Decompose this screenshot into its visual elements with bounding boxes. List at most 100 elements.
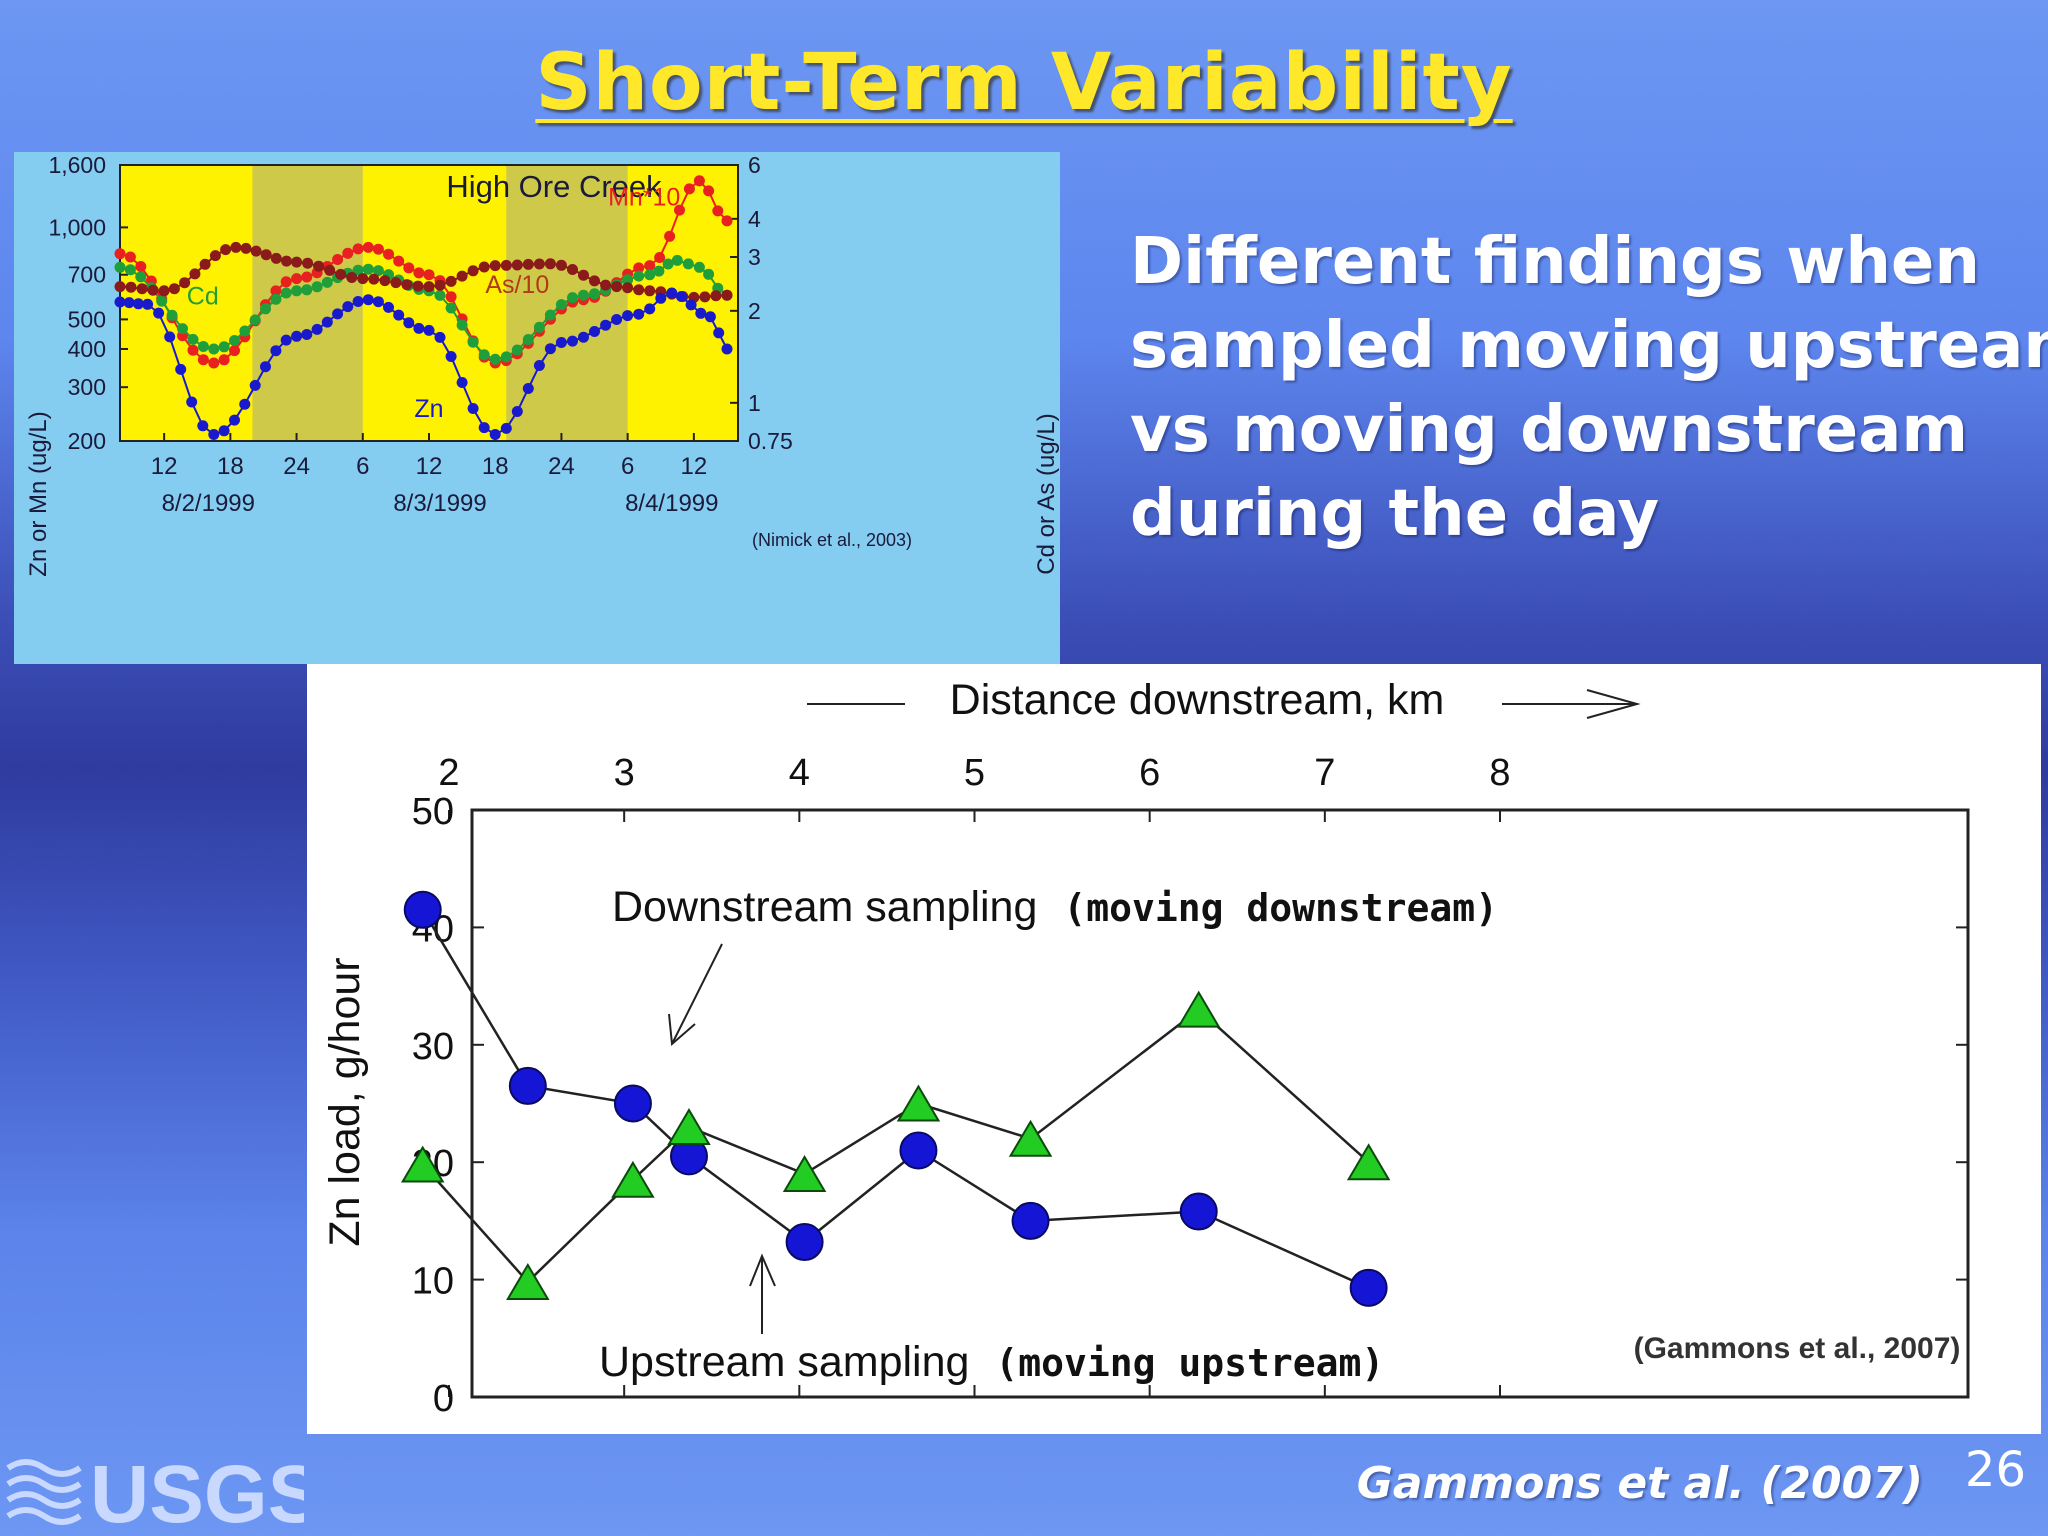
chart2-y-tick-label: 50: [412, 791, 454, 833]
chart1-point-as: [147, 284, 159, 296]
chart1-point-as: [578, 269, 589, 281]
chart1-point-mn: [135, 261, 147, 272]
chart1-point-mn: [403, 262, 415, 274]
chart1-point-cd: [522, 334, 534, 345]
chart1-right-tick-label: 1: [748, 390, 761, 416]
chart1-point-mn: [187, 344, 199, 356]
chart1-point-mn: [383, 248, 394, 260]
downstream-point: [508, 1066, 547, 1105]
downstream-point: [613, 1084, 652, 1123]
chart1-point-as: [357, 273, 369, 285]
chart1-point-as: [500, 259, 512, 271]
chart1-point-zn: [589, 326, 600, 337]
chart1-ticks: 1,600 1,000 700 500 400 300 200 6 4 3 2 1 0.75 12 18 24…: [48, 152, 792, 517]
downstream-point: [1011, 1201, 1050, 1240]
chart1-point-cd: [372, 265, 384, 277]
chart1-right-tick-label: 6: [748, 152, 761, 178]
chart1-point-zn: [695, 307, 707, 319]
chart1-point-as: [230, 241, 242, 253]
chart1-point-mn: [124, 251, 136, 263]
chart1-point-as: [600, 279, 612, 291]
chart1-point-as: [179, 277, 191, 289]
chart1-point-cd: [682, 258, 694, 270]
chart1-point-as: [544, 258, 556, 270]
chart1-point-zn: [633, 308, 645, 320]
chart1-point-zn: [114, 296, 126, 308]
chart1-point-zn: [413, 322, 425, 334]
chart1-point-as: [302, 257, 314, 269]
chart1-point-mn: [114, 248, 126, 260]
chart1-point-zn: [197, 420, 209, 432]
chart1-point-cd: [311, 281, 323, 293]
chart1-point-cd: [544, 309, 556, 321]
chart1-y-right-label: Cd or As (ug/L): [1033, 413, 1060, 574]
chart1-point-as: [555, 259, 567, 271]
chart1-point-zn: [666, 287, 678, 299]
chart1-point-mn: [280, 276, 292, 288]
chart1-point-as: [567, 264, 578, 275]
chart1-point-zn: [685, 299, 697, 311]
chart1-series-label: As/10: [485, 271, 549, 299]
chart2-x-tick-label: 3: [614, 752, 635, 794]
chart1-point-as: [423, 281, 435, 293]
chart1-point-as: [710, 290, 722, 302]
findings-text: Different findings when sampled moving u…: [1130, 220, 2048, 556]
chart1-point-as: [125, 281, 137, 293]
chart1-point-zn: [153, 307, 165, 319]
chart1-series-label: Zn: [414, 395, 443, 423]
chart1-point-as: [456, 270, 468, 282]
chart1-point-zn: [467, 403, 479, 414]
downstream-point: [899, 1131, 938, 1170]
chart1-point-zn: [362, 294, 374, 306]
chart1-point-zn: [456, 377, 468, 388]
chart2-x-title: Distance downstream, km: [950, 676, 1445, 724]
chart1-point-mn: [633, 262, 645, 274]
chart1-point-zn: [393, 309, 405, 321]
chart2-x-tick-label: 5: [964, 752, 985, 794]
chart1-point-as: [522, 258, 534, 270]
chart1-point-zn: [321, 316, 333, 328]
page-number: 26: [1964, 1442, 2026, 1498]
chart1-point-as: [240, 242, 252, 254]
chart1-point-zn: [280, 334, 292, 346]
chart1-point-zn: [301, 329, 313, 340]
chart1-point-cd: [478, 349, 490, 361]
chart1-right-tick-label: 0.75: [748, 428, 793, 454]
upstream-label-suffix: (moving upstream): [995, 1341, 1384, 1385]
chart1-point-as: [699, 291, 711, 303]
chart1-point-mn: [674, 204, 685, 216]
downstream-label-suffix: (moving downstream): [1063, 886, 1498, 930]
chart1-title: High Ore Creek: [446, 169, 662, 204]
chart1-point-cd: [166, 309, 178, 321]
chart2-y-title: Zn load, g/hour: [321, 957, 369, 1246]
chart1-point-mn: [703, 185, 715, 197]
chart1-point-as: [270, 252, 282, 264]
chart2-annotation: (Gammons et al., 2007): [1634, 1332, 1961, 1365]
chart1-point-zn: [611, 314, 623, 325]
chart1-point-zn: [270, 345, 282, 357]
chart2-background: [307, 664, 2041, 1434]
chart1-date-label: 8/3/1999: [393, 490, 486, 517]
chart1-point-as: [445, 275, 457, 287]
chart1-plot-background: [119, 164, 739, 442]
chart1-point-mn: [208, 357, 220, 369]
chart2-x-tick-label: 6: [1139, 752, 1160, 794]
chart1-point-mn: [423, 269, 435, 281]
chart1-point-cd: [633, 270, 645, 282]
chart1-point-as: [260, 249, 272, 261]
chart1-y-left-label: Zn or Mn (ug/L): [25, 411, 52, 576]
chart1-point-as: [467, 265, 479, 277]
chart1-series-label: Mn*10: [608, 183, 680, 211]
chart1-point-mn: [693, 175, 705, 187]
chart1-point-cd: [135, 271, 147, 283]
chart1-x-tick-label: 12: [151, 453, 178, 480]
chart1-point-cd: [653, 265, 665, 277]
chart1-point-zn: [186, 396, 198, 408]
chart1-point-zn: [434, 331, 446, 343]
chart1-point-cd: [239, 325, 251, 337]
findings-line-1: Different findings when: [1130, 225, 1980, 299]
chart1-point-zn: [132, 298, 144, 310]
usgs-logo-text: USGS: [90, 1449, 304, 1532]
chart2-x-title-group: Distance downstream, km: [807, 676, 1641, 724]
upstream-point: [400, 1145, 445, 1183]
